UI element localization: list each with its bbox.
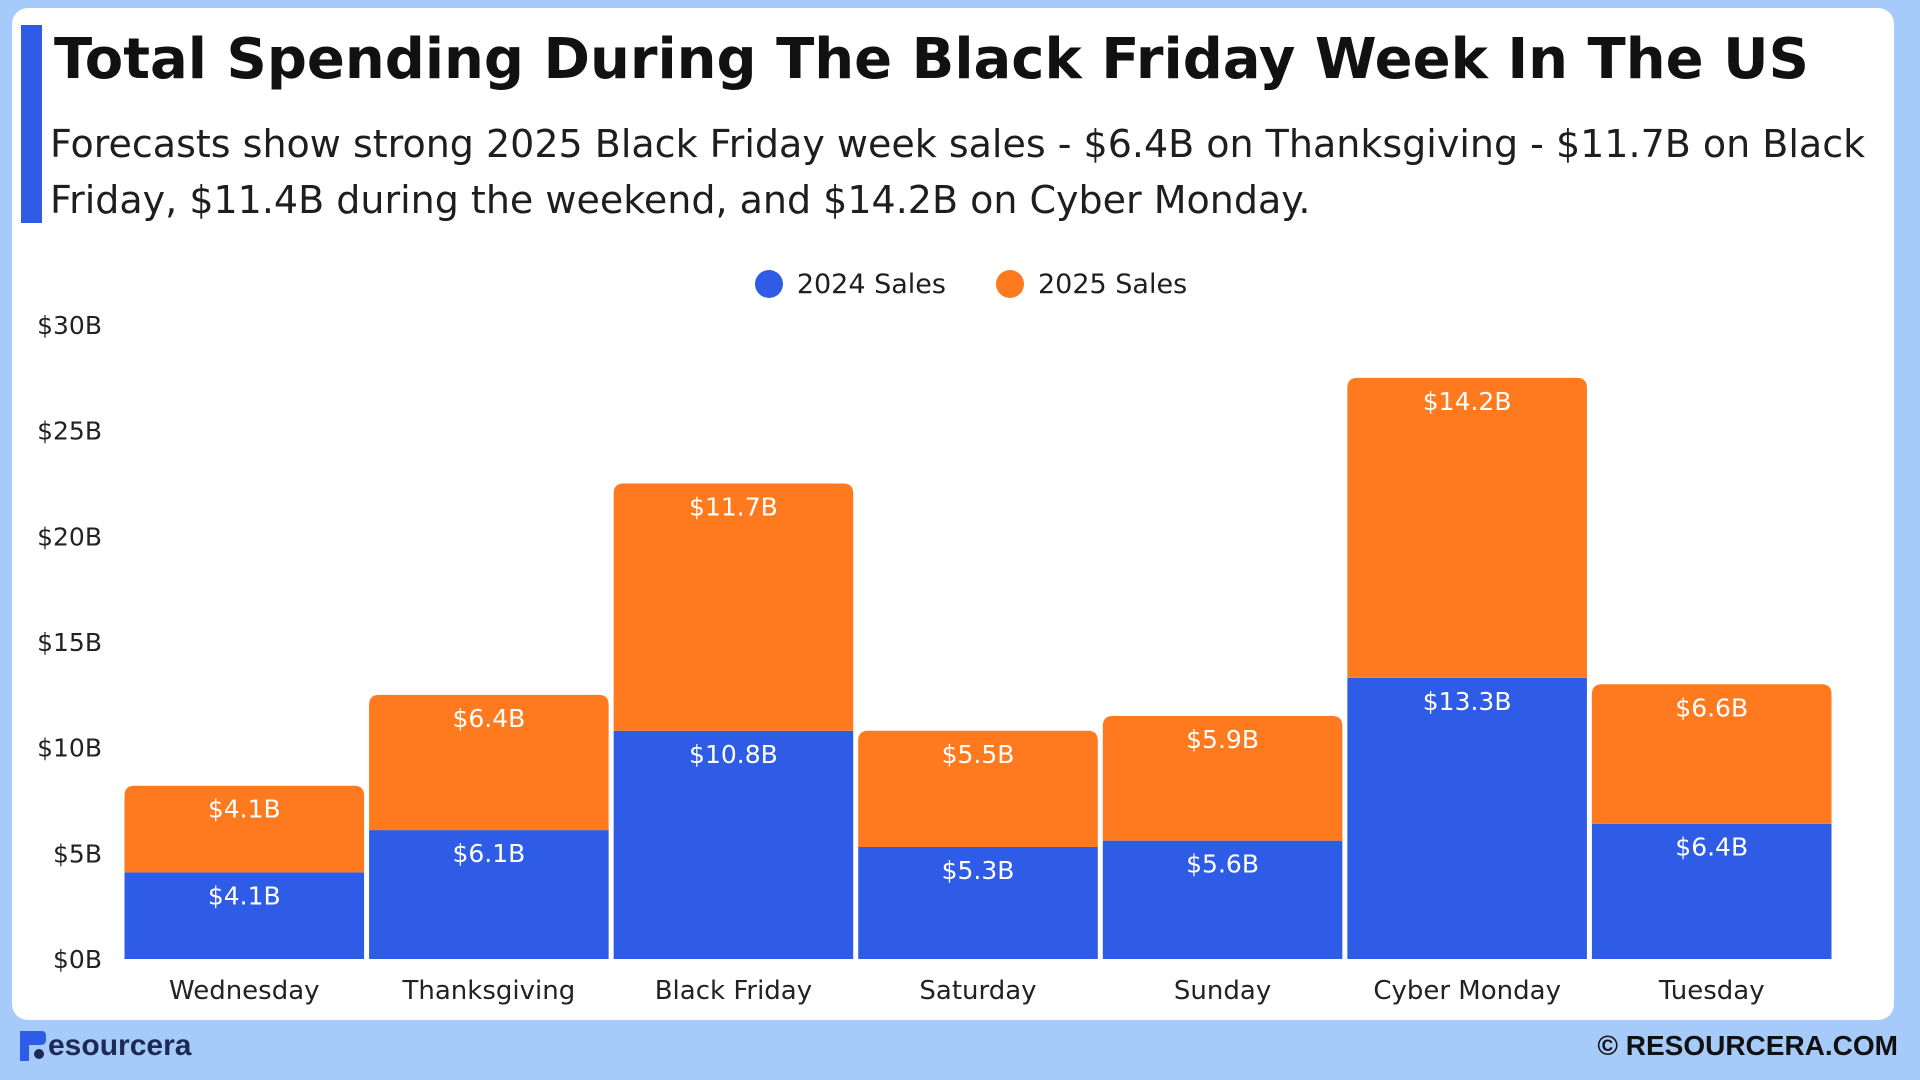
chart-title: Total Spending During The Black Friday W… [54,27,1809,92]
data-label-2025: $11.7B [689,493,778,522]
bar-segment-2025 [124,785,365,873]
y-tick-label: $30B [37,311,102,340]
data-label-2024: $5.3B [942,856,1015,885]
chart-legend: 2024 Sales 2025 Sales [12,264,1894,304]
brand-name: esourcera [48,1029,192,1062]
y-tick-label: $5B [53,839,102,868]
y-tick-label: $25B [37,417,102,446]
legend-label-2024: 2024 Sales [796,268,946,300]
x-category-label: Sunday [1174,976,1271,1006]
bar-segment-2025 [613,483,854,731]
bar-segment-2024 [124,872,365,959]
legend-swatch-2025 [996,270,1024,298]
x-category-label: Cyber Monday [1373,976,1561,1006]
copyright-notice: © RESOURCERA.COM [1597,1030,1898,1061]
x-category-label: Thanksgiving [402,976,576,1006]
data-label-2024: $6.1B [452,839,525,868]
data-label-2024: $10.8B [689,740,778,769]
y-tick-label: $15B [37,628,102,657]
data-label-2025: $4.1B [208,795,281,824]
resourcera-logo-icon [20,1031,46,1061]
stacked-bar-chart: $0B $5B $10B $15B $20B $25B $30B $4.1B $4.1B Wedn… [37,311,1832,1006]
legend-item-2024: 2024 Sales [754,268,946,300]
bar-segment-2024 [1591,823,1832,959]
bar-segment-2024 [369,830,609,959]
x-category-label: Tuesday [1658,976,1765,1006]
legend-swatch-2024 [754,270,783,298]
data-label-2025: $5.9B [1186,725,1259,754]
y-tick-label: $20B [37,522,102,551]
legend-item-2025: 2025 Sales [996,269,1187,300]
bar-segment-2025 [1591,684,1832,824]
data-label-2025: $14.2B [1423,387,1512,416]
bar-segment-2025 [369,694,609,831]
bar-segment-2024 [858,846,1098,959]
bar-segment-2025 [1347,377,1587,678]
chart-card: Total Spending During The Black Friday W… [12,8,1894,1020]
x-category-label: Saturday [919,976,1036,1006]
x-category-label: Black Friday [655,976,812,1006]
data-label-2025: $6.6B [1675,693,1748,722]
bar-segment-2025 [1102,715,1343,841]
data-label-2024: $6.4B [1675,833,1748,862]
chart-subtitle: Forecasts show strong 2025 Black Friday … [50,122,1866,222]
title-accent-bar [21,25,42,223]
legend-label-2025: 2025 Sales [1038,268,1188,300]
bar-segment-2024 [1347,677,1587,959]
bar-segment-2024 [1102,840,1343,959]
brand-logo-lockup: esourcera [20,1028,191,1064]
y-tick-label: $10B [37,734,102,763]
y-tick-label: $0B [53,945,102,974]
data-label-2024: $5.6B [1186,850,1259,879]
bar-segment-2025 [858,730,1098,847]
data-label-2024: $13.3B [1423,687,1512,716]
x-category-label: Wednesday [169,976,320,1006]
data-label-2025: $6.4B [452,704,525,733]
bar-segment-2024 [613,730,854,959]
data-label-2025: $5.5B [942,740,1015,769]
data-label-2024: $4.1B [208,881,281,910]
